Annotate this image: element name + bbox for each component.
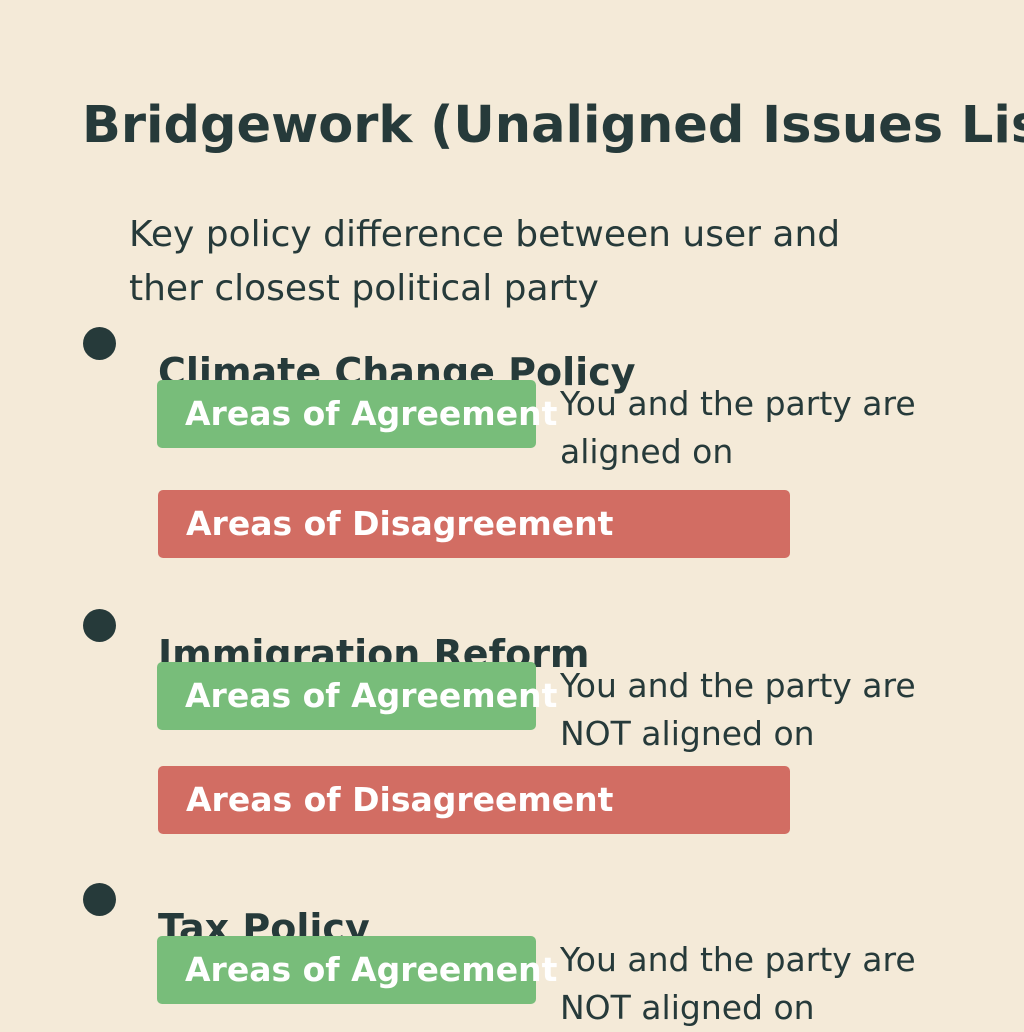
areas-of-agreement-button[interactable]: Areas of Agreement (157, 936, 557, 1004)
bullet-icon (83, 327, 116, 360)
areas-of-agreement-button[interactable]: Areas of Agreement (157, 662, 557, 730)
areas-of-disagreement-button[interactable]: Areas of Disagreement (158, 766, 790, 834)
page-title: Bridgework (Unaligned Issues List) (82, 96, 1024, 156)
areas-of-disagreement-button[interactable]: Areas of Disagreement (158, 490, 790, 558)
bullet-icon (83, 609, 116, 642)
areas-of-agreement-button[interactable]: Areas of Agreement (157, 380, 557, 448)
alignment-note: You and the party are NOT aligned on (560, 940, 916, 1027)
page-subtitle: Key policy difference between user and t… (129, 214, 841, 309)
alignment-note: You and the party are aligned on (560, 384, 916, 471)
bullet-icon (83, 883, 116, 916)
alignment-note: You and the party are NOT aligned on (560, 666, 916, 753)
